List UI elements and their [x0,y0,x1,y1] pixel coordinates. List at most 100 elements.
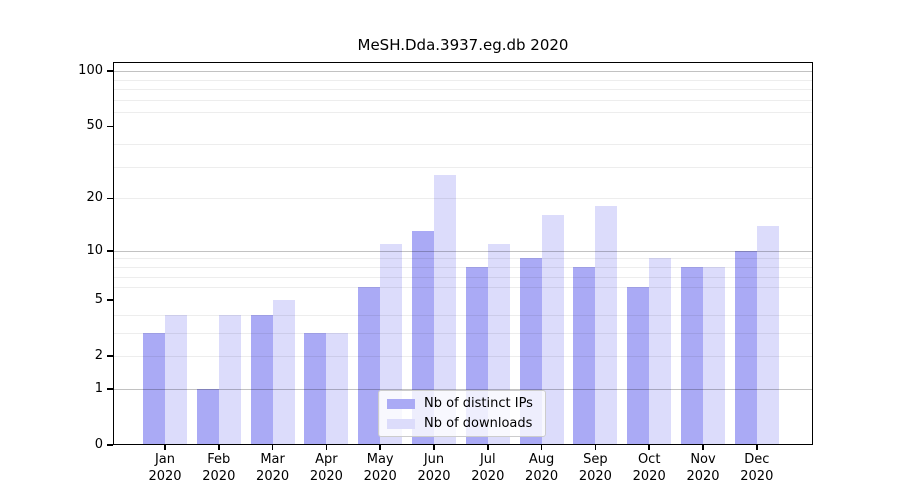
bar-apr-downloads [326,332,349,445]
x-tick-oct [648,445,650,450]
x-tick-year-dec: 2020 [740,468,774,484]
x-tick-label-may: May 2020 [348,452,412,485]
bar-feb-distinct-ips [196,388,219,445]
x-tick-label-nov: Nov 2020 [671,452,735,485]
gridline-minor-9 [113,258,813,260]
x-tick-year-mar: 2020 [256,468,290,484]
gridline-minor-8 [113,266,813,268]
x-tick-label-mar: Mar 2020 [241,452,305,485]
y-tick-100 [107,70,113,72]
x-tick-month-dec: Dec [744,452,770,467]
y-tick-10 [107,249,113,252]
gridline-minor-40 [113,144,813,146]
bar-mar-distinct-ips [250,314,273,445]
x-tick-may [379,445,381,450]
bar-jun-downloads [434,175,456,445]
x-tick-year-nov: 2020 [686,468,720,484]
y-tick-0 [107,444,113,446]
x-tick-year-may: 2020 [363,468,397,484]
bar-oct-downloads [649,258,672,445]
bar-aug-downloads [541,215,564,445]
x-tick-month-jul: Jul [479,452,496,467]
bar-sep-distinct-ips [573,267,596,445]
gridline-minor-7 [113,276,813,278]
x-tick-aug [540,445,543,450]
y-tick-label-2: 2 [94,347,103,363]
x-tick-month-may: May [366,452,394,467]
legend-label-downloads: Nb of downloads [424,416,533,431]
x-tick-month-nov: Nov [690,452,716,467]
x-tick-label-jul: Jul 2020 [456,452,520,485]
x-tick-label-feb: Feb 2020 [187,452,251,485]
x-tick-mar [271,445,274,450]
y-tick-label-10: 10 [86,242,103,258]
y-tick-label-1: 1 [94,380,103,396]
bar-jan-downloads [165,314,187,445]
x-tick-label-aug: Aug 2020 [510,452,574,485]
x-tick-year-sep: 2020 [578,468,612,484]
x-tick-feb [218,445,220,450]
y-tick-2 [107,355,113,357]
x-tick-month-aug: Aug [528,452,555,467]
bar-oct-distinct-ips [627,287,650,445]
gridline-minor-20 [113,198,813,200]
bar-apr-distinct-ips [304,332,327,445]
gridline-minor-70 [113,99,813,101]
bar-dec-downloads [756,225,779,445]
legend-swatch-distinct-ips [387,398,415,409]
y-tick-label-20: 20 [86,190,103,206]
x-tick-label-jun: Jun 2020 [402,452,466,485]
chart-title: MeSH.Dda.3937.eg.db 2020 [357,36,569,54]
legend-item-downloads: Nb of downloads [387,416,545,431]
x-tick-month-mar: Mar [260,452,285,467]
gridline-minor-30 [113,166,813,168]
plot-area [113,62,813,445]
bar-jan-distinct-ips [143,332,165,445]
x-tick-year-jul: 2020 [471,468,505,484]
bar-may-distinct-ips [358,287,381,445]
x-tick-sep [594,445,597,450]
x-tick-month-oct: Oct [637,452,661,467]
x-tick-year-jun: 2020 [417,468,451,484]
x-tick-year-feb: 2020 [202,468,236,484]
y-tick-5 [107,299,113,301]
y-tick-20 [107,197,113,200]
x-tick-month-feb: Feb [207,452,231,467]
legend-item-distinct-ips: Nb of distinct IPs [387,396,545,411]
y-tick-1 [107,388,113,390]
x-tick-dec [756,445,758,450]
y-tick-label-50: 50 [86,118,103,134]
y-tick-50 [107,125,113,128]
bar-nov-downloads [703,267,725,445]
gridline-minor-6 [113,287,813,289]
legend-label-distinct-ips: Nb of distinct IPs [424,396,533,411]
gridline-minor-3 [113,332,813,334]
x-tick-jun [433,445,435,450]
gridline-minor-80 [113,88,813,90]
x-tick-label-jan: Jan 2020 [133,452,197,485]
bar-feb-downloads [218,314,241,445]
gridline-major-10 [113,250,813,252]
y-tick-label-100: 100 [78,63,103,79]
gridline-minor-4 [113,314,813,316]
x-tick-label-apr: Apr 2020 [294,452,358,485]
bar-nov-distinct-ips [681,267,703,445]
x-tick-year-jan: 2020 [148,468,182,484]
x-tick-month-jun: Jun [423,452,445,467]
x-tick-nov [702,445,704,450]
gridline-major-100 [113,71,813,73]
gridline-major-1 [113,388,813,390]
x-tick-month-jan: Jan [154,452,176,467]
x-tick-year-oct: 2020 [632,468,666,484]
gridline-minor-90 [113,79,813,81]
x-tick-month-sep: Sep [583,452,608,467]
bar-dec-distinct-ips [734,250,757,445]
x-tick-year-aug: 2020 [525,468,559,484]
legend-swatch-downloads [387,418,415,429]
y-tick-label-5: 5 [94,291,103,307]
gridline-minor-60 [113,111,813,113]
x-tick-label-oct: Oct 2020 [617,452,681,485]
bar-sep-downloads [595,206,618,445]
bar-mar-downloads [272,299,295,445]
